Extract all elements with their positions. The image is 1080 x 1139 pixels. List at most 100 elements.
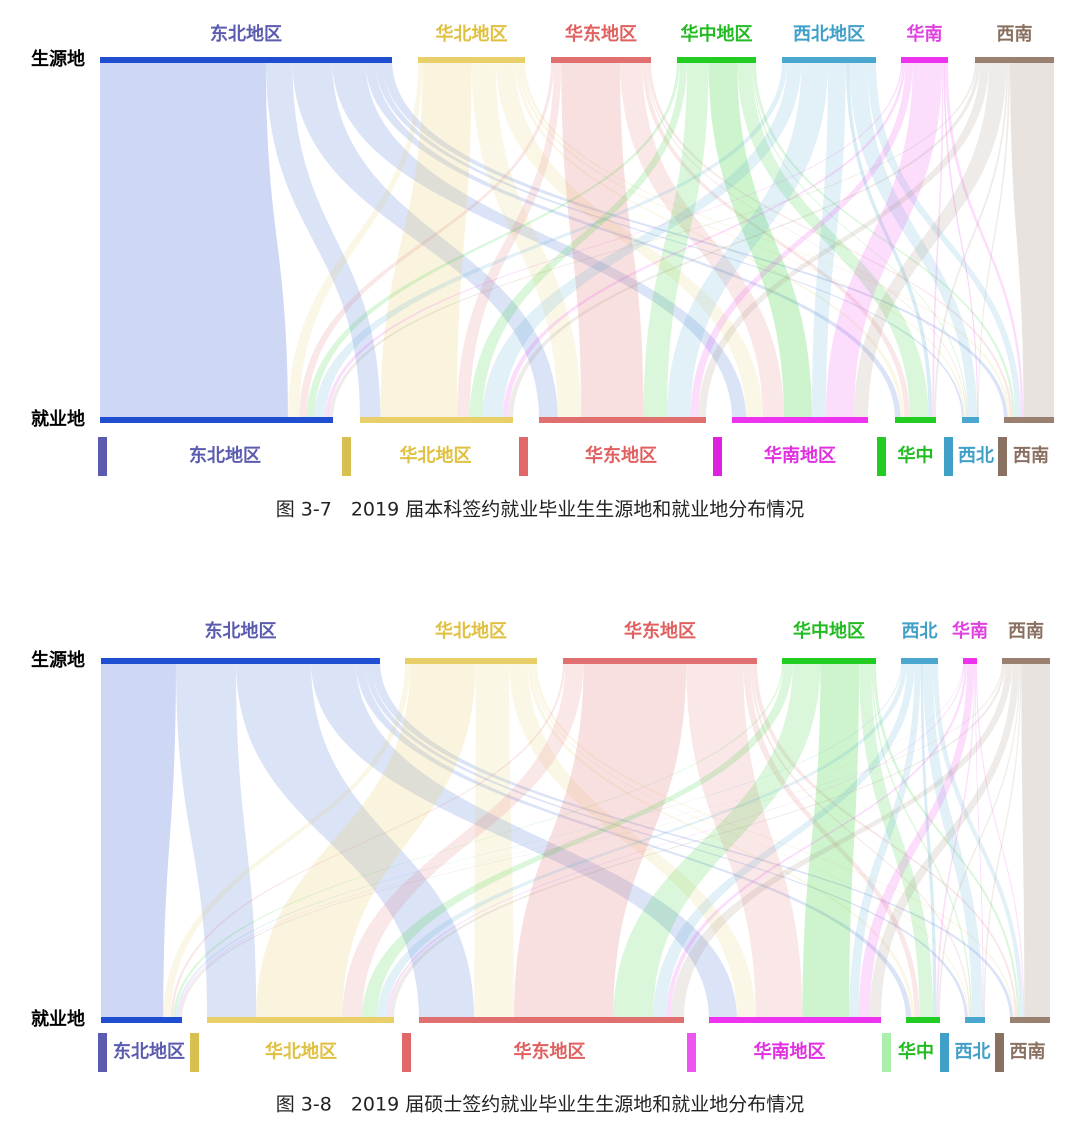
flow bbox=[365, 661, 968, 1020]
flow bbox=[936, 661, 976, 1020]
flow bbox=[933, 661, 1024, 1020]
flow bbox=[751, 60, 968, 420]
flow bbox=[314, 60, 788, 420]
flow bbox=[527, 661, 915, 1020]
flow bbox=[859, 661, 934, 1020]
legend-label: 西南 bbox=[1013, 445, 1049, 467]
flow bbox=[292, 60, 558, 420]
flow bbox=[456, 60, 562, 420]
flow bbox=[178, 661, 964, 1020]
source-label: 华中地区 bbox=[793, 620, 865, 642]
flow bbox=[163, 661, 411, 1020]
legend-marker bbox=[98, 1033, 107, 1072]
flow bbox=[179, 661, 1004, 1020]
destination-bar bbox=[1004, 417, 1054, 423]
destination-bar bbox=[207, 1017, 394, 1023]
flow bbox=[978, 60, 1011, 420]
source-label: 华中地区 bbox=[681, 23, 753, 45]
row-label: 生源地 bbox=[31, 48, 85, 70]
source-bar bbox=[975, 57, 1054, 63]
flow bbox=[325, 60, 903, 420]
source-bar bbox=[901, 658, 938, 664]
flow bbox=[371, 661, 1014, 1020]
flow bbox=[849, 60, 978, 420]
row-label: 生源地 bbox=[31, 649, 85, 671]
flow bbox=[518, 60, 966, 420]
destination-bar bbox=[732, 417, 868, 423]
flow bbox=[642, 60, 910, 420]
destination-bar bbox=[709, 1017, 881, 1023]
source-label: 东北地区 bbox=[210, 23, 282, 45]
flow bbox=[256, 661, 476, 1020]
flow bbox=[311, 661, 738, 1020]
flow bbox=[743, 661, 920, 1020]
source-bar bbox=[563, 658, 757, 664]
legend-marker bbox=[402, 1033, 411, 1072]
flow bbox=[365, 60, 901, 420]
legend-marker bbox=[519, 437, 528, 476]
flow bbox=[802, 661, 860, 1020]
flow bbox=[666, 60, 829, 420]
flow bbox=[265, 60, 381, 420]
flow bbox=[690, 60, 913, 420]
legend-label: 西北 bbox=[955, 1042, 991, 1063]
legend-label: 华南地区 bbox=[754, 1041, 826, 1063]
flow bbox=[686, 661, 803, 1020]
destination-bar bbox=[419, 1017, 684, 1023]
caption: 图 3-7 2019 届本科签约就业毕业生生源地和就业地分布情况 bbox=[276, 499, 804, 521]
legend-label: 华东地区 bbox=[585, 445, 657, 467]
legend-label: 华东地区 bbox=[514, 1041, 586, 1063]
destination-bar bbox=[906, 1017, 940, 1023]
flow bbox=[362, 661, 793, 1020]
flow bbox=[299, 60, 554, 420]
flow bbox=[845, 60, 933, 420]
flow bbox=[849, 661, 921, 1020]
destination-bar bbox=[1010, 1017, 1050, 1023]
source-bar bbox=[782, 57, 876, 63]
flow bbox=[853, 60, 1007, 420]
source-label: 东北地区 bbox=[205, 620, 277, 642]
flow bbox=[329, 60, 977, 420]
legend-label: 西北 bbox=[958, 446, 994, 467]
legend-marker bbox=[877, 437, 886, 476]
flow bbox=[643, 60, 709, 420]
source-bar bbox=[963, 658, 977, 664]
destination-bar bbox=[101, 1017, 182, 1023]
flow bbox=[646, 60, 967, 420]
flow bbox=[495, 60, 763, 420]
flow bbox=[1010, 60, 1054, 420]
flows bbox=[100, 60, 1054, 1020]
legend-marker bbox=[944, 437, 953, 476]
source-label: 华东地区 bbox=[565, 23, 637, 45]
flow bbox=[670, 661, 1013, 1020]
legend-label: 华北地区 bbox=[400, 445, 472, 467]
flow bbox=[375, 60, 964, 420]
source-bar bbox=[1002, 658, 1050, 664]
flow bbox=[513, 661, 687, 1020]
flow bbox=[507, 60, 981, 420]
flow bbox=[469, 60, 688, 420]
flow bbox=[474, 661, 514, 1020]
legend-marker bbox=[342, 437, 351, 476]
destination-bar bbox=[360, 417, 513, 423]
flow bbox=[376, 661, 908, 1020]
legend-marker bbox=[995, 1033, 1004, 1072]
flow bbox=[515, 60, 905, 420]
flow bbox=[648, 60, 1013, 420]
flow bbox=[620, 60, 784, 420]
legend-label: 华北地区 bbox=[265, 1041, 337, 1063]
flow bbox=[176, 661, 257, 1020]
flow bbox=[920, 661, 937, 1020]
legend-label: 华中 bbox=[898, 445, 934, 467]
flow bbox=[708, 60, 812, 420]
source-label: 华南 bbox=[952, 620, 988, 642]
flow bbox=[306, 60, 680, 420]
flow bbox=[752, 661, 1018, 1020]
flow bbox=[236, 661, 475, 1020]
source-label: 华东地区 bbox=[624, 620, 696, 642]
flow bbox=[938, 661, 1021, 1020]
flow bbox=[825, 60, 943, 420]
flow bbox=[471, 60, 582, 420]
flow bbox=[502, 60, 906, 420]
row-label: 就业地 bbox=[31, 1008, 85, 1030]
